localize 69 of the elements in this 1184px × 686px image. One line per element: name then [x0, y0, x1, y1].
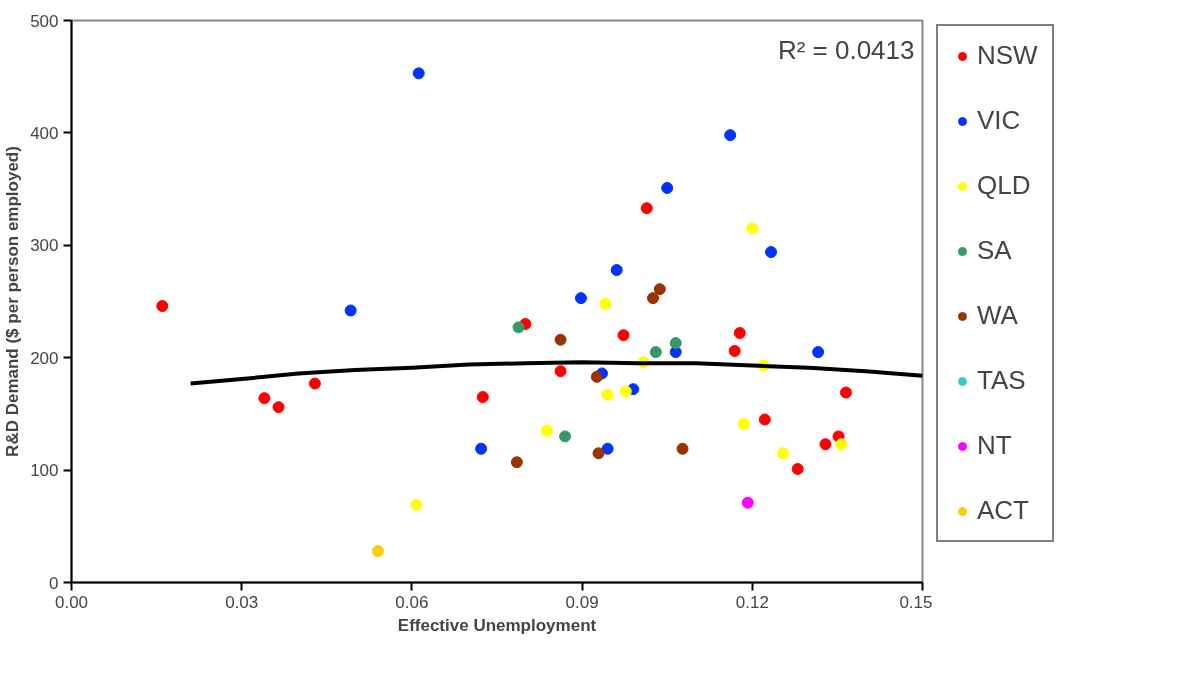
- x-tick-label: 0.03: [225, 592, 259, 612]
- legend-label: QLD: [977, 170, 1031, 201]
- point: [410, 498, 423, 511]
- x-tick-label: 0.12: [735, 592, 769, 612]
- point: [475, 442, 488, 455]
- point: [746, 222, 759, 235]
- point: [554, 365, 567, 378]
- point: [601, 388, 614, 401]
- point: [839, 386, 852, 399]
- point: [258, 392, 271, 405]
- point: [791, 462, 804, 475]
- point: [574, 292, 587, 305]
- point: [676, 442, 689, 455]
- point: [669, 337, 682, 350]
- point: [661, 181, 674, 194]
- y-tick-label: 100: [30, 461, 59, 481]
- point: [737, 418, 750, 431]
- legend-label: WA: [977, 300, 1018, 331]
- point: [647, 292, 660, 305]
- y-tick-label: 200: [30, 348, 59, 368]
- legend-label: ACT: [977, 495, 1029, 526]
- point: [540, 424, 553, 437]
- point: [653, 283, 666, 296]
- legend-label: NT: [977, 430, 1012, 461]
- point: [610, 264, 623, 277]
- point: [156, 300, 169, 312]
- point: [554, 333, 567, 346]
- point: [601, 442, 614, 455]
- point: [476, 391, 489, 404]
- legend-label: VIC: [977, 105, 1021, 136]
- point: [765, 246, 778, 259]
- point: [371, 545, 384, 558]
- point: [819, 438, 832, 451]
- point: [590, 370, 603, 383]
- point: [412, 67, 425, 80]
- x-tick-label: 0.09: [565, 592, 599, 612]
- x-tick-label: 0.15: [899, 592, 933, 612]
- point: [344, 304, 357, 317]
- point: [308, 377, 321, 390]
- x-tick-label: 0.06: [395, 592, 429, 612]
- point: [619, 385, 632, 398]
- point: [812, 346, 825, 359]
- point: [592, 447, 605, 460]
- point: [617, 329, 630, 342]
- y-axis-title: R&D Demand ($ per person employed): [3, 146, 23, 457]
- point: [640, 202, 653, 215]
- point: [728, 344, 741, 357]
- legend-label: NSW: [977, 40, 1038, 71]
- point: [510, 456, 523, 469]
- x-axis-title: Effective Unemployment: [397, 615, 597, 635]
- x-tick-label: 0.00: [54, 592, 89, 612]
- annotation: R² = 0.0413: [777, 34, 915, 65]
- point: [512, 321, 525, 334]
- point: [835, 438, 848, 451]
- point: [776, 447, 789, 460]
- point: [599, 297, 612, 310]
- point: [741, 496, 754, 509]
- y-tick-label: 0: [49, 573, 59, 593]
- legend-label: SA: [977, 235, 1012, 266]
- point: [724, 129, 737, 142]
- point: [272, 401, 285, 414]
- point: [758, 413, 771, 426]
- y-tick-label: 300: [30, 236, 59, 256]
- point: [649, 346, 662, 359]
- y-tick-label: 400: [30, 123, 59, 143]
- legend-label: TAS: [977, 365, 1026, 396]
- y-tick-label: 500: [30, 11, 59, 31]
- point: [733, 326, 746, 339]
- point: [559, 430, 572, 443]
